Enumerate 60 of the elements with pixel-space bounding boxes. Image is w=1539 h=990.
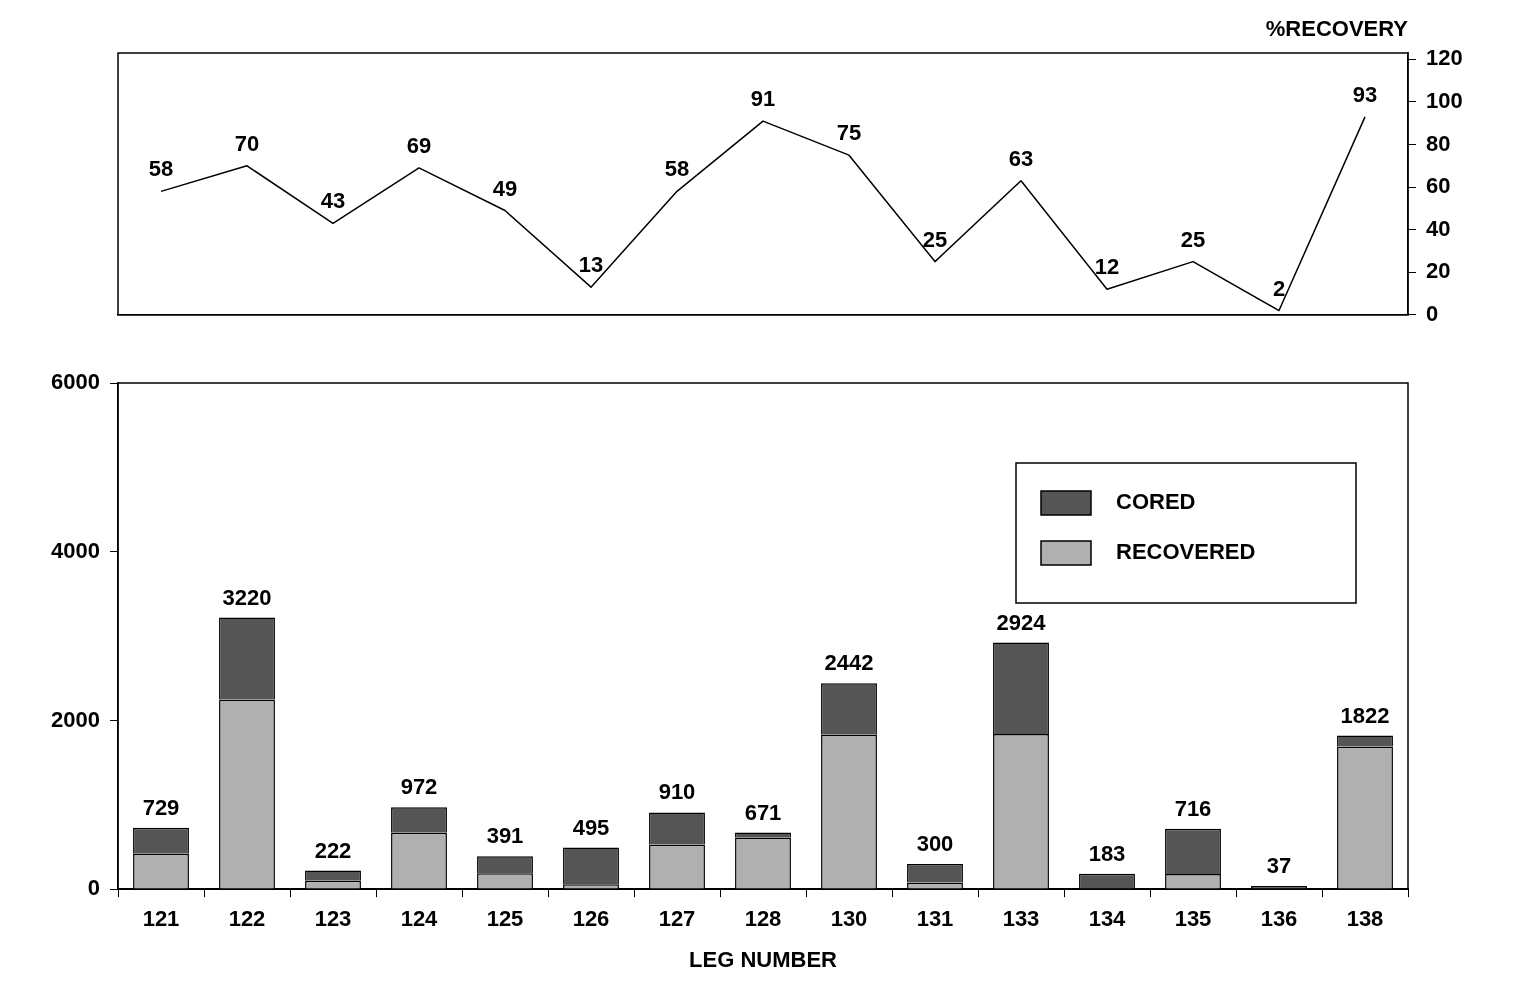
total-label: 910: [658, 779, 696, 805]
data-label: 70: [234, 130, 260, 156]
y2-tick-label: 20: [1426, 258, 1451, 284]
x-tick-label: 136: [1260, 906, 1298, 932]
y2-tick-label: 0: [1426, 300, 1439, 326]
y2-tick-label: 60: [1426, 173, 1451, 199]
x-tick-label: 130: [830, 906, 868, 932]
total-label: 3220: [222, 584, 272, 610]
x-tick-label: 125: [486, 906, 524, 932]
total-label: 729: [142, 794, 180, 820]
x-axis-title: LEG NUMBER: [689, 946, 838, 972]
data-label: 63: [1008, 145, 1034, 171]
data-label: 93: [1352, 81, 1378, 107]
data-label: 58: [148, 156, 174, 182]
x-tick-label: 131: [916, 906, 954, 932]
total-label: 495: [572, 814, 610, 840]
data-label: 25: [922, 226, 948, 252]
data-label: 25: [1180, 226, 1206, 252]
y-tick-label: 2000: [51, 706, 100, 732]
total-label: 972: [400, 774, 438, 800]
x-tick-label: 134: [1088, 906, 1127, 932]
data-label: 58: [664, 156, 690, 182]
data-label: 69: [406, 133, 432, 158]
x-tick-label: 135: [1174, 906, 1212, 932]
total-label: 391: [486, 823, 524, 849]
x-tick-label: 133: [1002, 906, 1040, 932]
x-tick-label: 121: [142, 906, 180, 932]
total-label: 1822: [1340, 702, 1390, 728]
total-label: 222: [314, 837, 352, 863]
y-tick-label: 0: [87, 875, 100, 901]
y-tick-label: 6000: [51, 369, 100, 395]
total-label: 671: [744, 799, 782, 825]
x-tick-label: 138: [1346, 906, 1384, 932]
legend-label: RECOVERED: [1116, 539, 1256, 565]
y-tick-label: 4000: [51, 537, 100, 563]
legend-label: CORED: [1116, 489, 1196, 515]
total-label: 2442: [824, 650, 874, 676]
y2-tick-label: 120: [1426, 45, 1463, 71]
x-tick-label: 127: [658, 906, 696, 932]
data-label: 91: [750, 86, 776, 112]
x-tick-label: 122: [228, 906, 266, 932]
total-label: 183: [1088, 840, 1126, 866]
data-label: 75: [836, 120, 862, 146]
data-label: 49: [492, 175, 518, 201]
total-label: 37: [1266, 853, 1292, 879]
x-tick-label: 124: [400, 906, 439, 932]
data-label: 12: [1094, 254, 1120, 280]
x-tick-label: 123: [314, 906, 352, 932]
x-tick-label: 126: [572, 906, 610, 932]
y2-axis-title: %RECOVERY: [1265, 16, 1409, 42]
data-label: 13: [578, 252, 604, 278]
total-label: 2924: [996, 609, 1047, 635]
data-label: 2: [1272, 275, 1286, 301]
total-label: 300: [916, 830, 954, 856]
x-tick-label: 128: [744, 906, 782, 932]
data-label: 43: [320, 188, 346, 214]
y2-tick-label: 80: [1426, 130, 1451, 156]
total-label: 716: [1174, 795, 1212, 821]
y2-tick-label: 40: [1426, 215, 1451, 241]
y2-tick-label: 100: [1426, 88, 1463, 114]
